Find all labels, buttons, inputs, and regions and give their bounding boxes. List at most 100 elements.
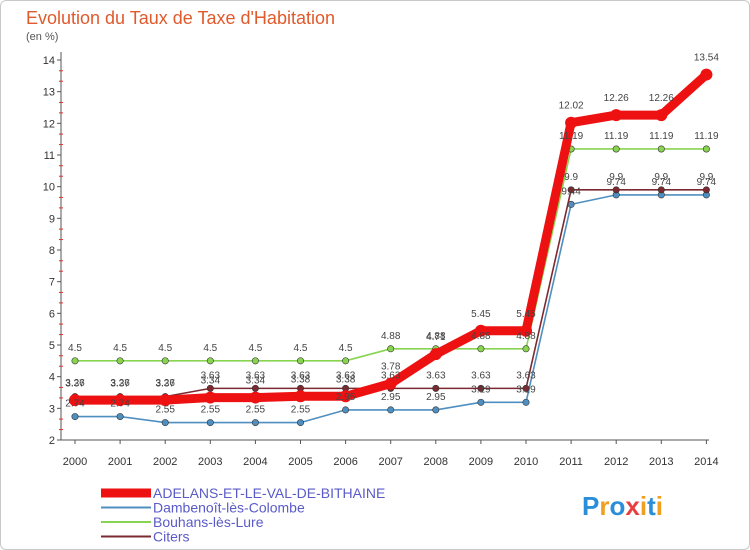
chart-title: Evolution du Taux de Taxe d'Habitation xyxy=(26,8,335,28)
x-tick-label: 2011 xyxy=(559,456,583,468)
data-point xyxy=(71,413,79,421)
data-label: 3.63 xyxy=(516,370,536,381)
data-label: 4.88 xyxy=(381,331,401,342)
data-label: 2.74 xyxy=(65,399,85,410)
y-tick-label: 12 xyxy=(43,118,55,130)
logo-letter: r xyxy=(599,491,609,521)
data-label: 4.5 xyxy=(294,343,308,354)
data-point xyxy=(612,186,620,194)
data-label: 2.55 xyxy=(291,405,311,416)
data-label: 4.71 xyxy=(426,332,446,343)
data-label: 3.63 xyxy=(381,370,401,381)
data-label: 4.88 xyxy=(426,331,446,342)
y-tick-label: 8 xyxy=(49,245,55,257)
axes: 2 3 4 5 6 7 8 9 10 11 12 13 14 2000 2001 2002 2003 2004 20… xyxy=(43,52,719,468)
y-tick-label: 11 xyxy=(44,150,55,162)
data-label: 4.5 xyxy=(113,343,127,354)
data-point xyxy=(69,394,81,407)
data-point xyxy=(339,390,352,403)
data-label: 13.54 xyxy=(694,53,719,64)
data-label: 9.9 xyxy=(699,172,713,183)
data-point xyxy=(657,186,665,194)
data-label: 3.19 xyxy=(516,384,536,395)
data-label: 2.95 xyxy=(381,392,401,403)
data-label: 9.74 xyxy=(606,177,626,188)
data-point xyxy=(610,109,623,122)
data-label: 3.63 xyxy=(336,370,356,381)
data-point xyxy=(429,348,442,361)
data-point xyxy=(249,391,262,404)
data-point xyxy=(520,324,532,337)
legend-entry: Bouhans-lès-Lure xyxy=(153,514,264,530)
data-point xyxy=(384,377,397,390)
data-point xyxy=(116,413,124,421)
y-tick-label: 6 xyxy=(49,308,55,320)
data-labels: 4.5 4.5 4.5 4.5 4.5 4.5 4.5 4.88 4.88 4.88 4.88 11.… xyxy=(65,53,719,416)
data-point xyxy=(522,345,530,353)
x-tick-label: 2002 xyxy=(153,456,177,468)
data-label: 3.63 xyxy=(246,370,266,381)
x-tick-label: 2005 xyxy=(288,456,312,468)
logo-letter: i xyxy=(640,491,647,521)
data-label: 3.26 xyxy=(65,378,85,389)
data-label: 9.74 xyxy=(697,177,717,188)
data-label: 5.45 xyxy=(471,309,491,320)
data-label: 2.74 xyxy=(110,399,130,410)
data-label: 3.19 xyxy=(471,384,491,395)
data-label: 9.9 xyxy=(564,172,578,183)
legend: ADELANS-ET-LE-VAL-DE-BITHAINEDambenoît-l… xyxy=(101,485,385,545)
data-label: 3.37 xyxy=(155,379,175,390)
data-point xyxy=(474,324,487,337)
data-point xyxy=(342,406,350,414)
data-point xyxy=(71,357,79,365)
data-label: 4.5 xyxy=(203,343,217,354)
y-tick-label: 7 xyxy=(49,277,55,289)
data-label: 4.5 xyxy=(158,343,172,354)
data-point xyxy=(567,186,575,194)
data-label: 4.88 xyxy=(471,331,491,342)
data-point xyxy=(206,419,214,427)
x-tick-label: 2004 xyxy=(243,456,267,468)
data-point xyxy=(116,357,124,365)
y-tick-label: 3 xyxy=(49,403,55,415)
logo-letter: t xyxy=(647,491,656,521)
x-tick-label: 2010 xyxy=(514,456,538,468)
data-point xyxy=(114,394,127,407)
data-point xyxy=(161,357,169,365)
data-point xyxy=(477,345,485,353)
logo-letter: x xyxy=(625,491,640,521)
y-tick-label: 2 xyxy=(49,435,55,447)
data-label: 3.63 xyxy=(201,370,221,381)
proxiti-logo: Proxiti xyxy=(582,491,663,521)
data-label: 11.19 xyxy=(649,131,674,142)
data-label: 2.55 xyxy=(201,405,221,416)
data-label: 12.02 xyxy=(559,101,584,112)
y-tick-label: 4 xyxy=(49,372,55,384)
data-point xyxy=(387,345,395,353)
data-point xyxy=(522,398,530,406)
data-point xyxy=(161,419,169,427)
x-tick-label: 2013 xyxy=(649,456,673,468)
x-tick-label: 2014 xyxy=(694,456,718,468)
data-label: 9.44 xyxy=(561,186,581,197)
data-label: 4.5 xyxy=(248,343,262,354)
data-label: 9.9 xyxy=(609,172,623,183)
data-point xyxy=(342,357,350,365)
data-point xyxy=(387,406,395,414)
logo-letter: P xyxy=(582,491,599,521)
legend-entry: ADELANS-ET-LE-VAL-DE-BITHAINE xyxy=(153,485,385,501)
data-label: 11.19 xyxy=(694,131,719,142)
data-point xyxy=(655,109,668,122)
legend-entry: Dambenoît-lès-Colombe xyxy=(153,500,305,516)
y-tick-label: 10 xyxy=(43,182,55,194)
x-tick-label: 2001 xyxy=(108,456,132,468)
data-point xyxy=(522,384,530,392)
x-tick-label: 2007 xyxy=(378,456,402,468)
data-label: 3.34 xyxy=(246,376,266,387)
x-tick-label: 2009 xyxy=(469,456,493,468)
data-point xyxy=(251,357,259,365)
logo-letter: o xyxy=(609,491,625,521)
data-point xyxy=(432,406,440,414)
